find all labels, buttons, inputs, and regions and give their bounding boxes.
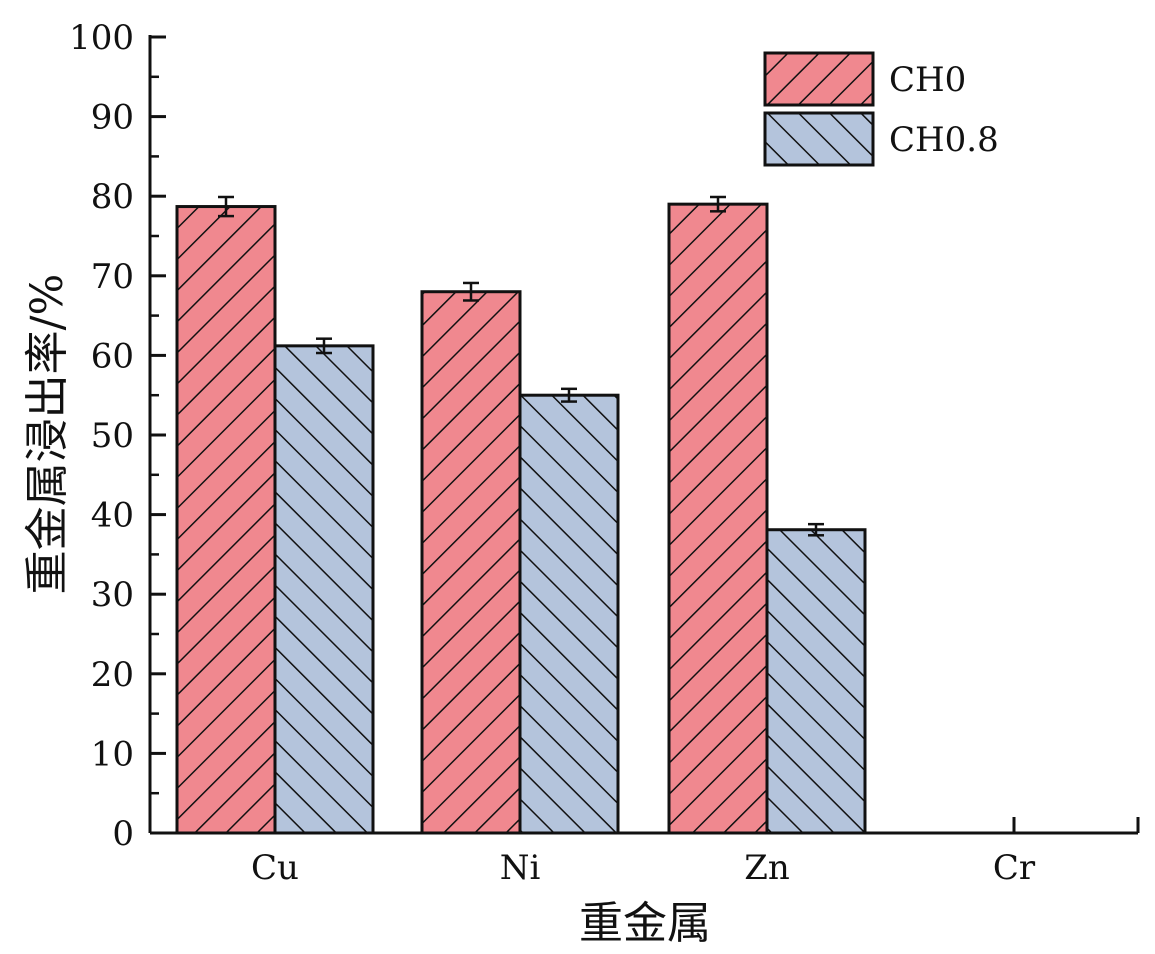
y-tick-label-80: 80 [91,177,134,217]
x-tick-label-Cu: Cu [251,848,299,888]
y-tick-label-30: 30 [91,575,134,615]
error-bar-CH0-Ni [463,281,479,302]
bar-hatch-CH0.8-Zn [765,528,867,835]
y-tick-label-0: 0 [112,814,134,854]
legend-item-CH0: CH0 [763,51,966,107]
y-tick-label-70: 70 [91,257,134,297]
bar-hatch-CH0-Ni [420,290,522,835]
error-bar-CH0-Cu [218,195,234,218]
legend-item-CH0.8: CH0.8 [763,111,999,167]
bar-hatch-CH0.8-Ni [518,393,620,835]
x-tick-label-Zn: Zn [744,848,790,888]
bar-hatch-CH0.8-Cu [273,344,375,835]
error-bar-CH0.8-Ni [561,387,577,403]
y-tick-label-10: 10 [91,734,134,774]
error-bar-CH0.8-Zn [808,522,824,537]
legend-label-CH0: CH0 [889,60,966,100]
y-tick-label-40: 40 [91,496,134,536]
x-tick-label-Ni: Ni [500,848,541,888]
legend: CH0 CH0.8 [763,51,999,167]
y-tick-label-90: 90 [91,98,134,138]
bar-hatch-CH0-Cu [175,205,277,835]
y-tick-label-100: 100 [69,18,134,58]
legend-label-CH0.8: CH0.8 [889,120,999,160]
y-tick-label-20: 20 [91,655,134,695]
error-bar-CH0-Zn [710,195,726,213]
x-tick-label-Cr: Cr [993,848,1036,888]
bar-hatch-CH0-Zn [667,202,769,835]
y-axis-title: 重金属浸出率/% [22,274,73,595]
error-bar-CH0.8-Cu [316,337,332,355]
y-tick-label-50: 50 [91,416,134,456]
y-tick-label-60: 60 [91,336,134,376]
x-axis-title: 重金属 [579,898,711,949]
